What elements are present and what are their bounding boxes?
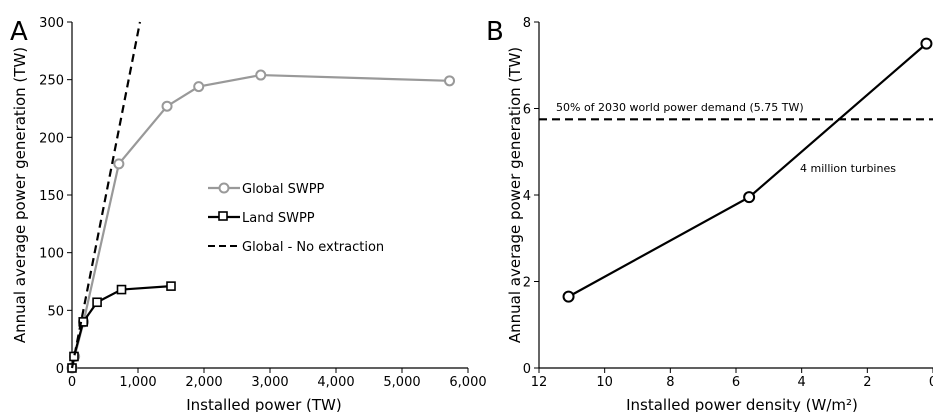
panel-a-land-swpp-point (166, 281, 176, 291)
panel-a-legend: Global SWPP Land SWPP Global - No extrac… (208, 182, 384, 255)
panel-b-series-0-point (920, 37, 933, 50)
panel-a-y-tick-label: 0 (56, 362, 64, 377)
panel-b-series-0-point (562, 290, 575, 303)
panel-a-x-label: Installed power (TW) (186, 396, 342, 412)
panel-a-land-swpp-point (78, 317, 89, 327)
panel-a-land-swpp-point (116, 284, 127, 295)
panel-a-x-tick-label: 4,000 (317, 375, 354, 390)
panel-b-x-tick-label: 12 (531, 375, 548, 390)
panel-a-x-tick-label: 1,000 (119, 375, 156, 390)
panel-b-demand-label: 50% of 2030 world power demand (5.75 TW) (556, 101, 804, 114)
panel-a-y-tick-label: 250 (39, 74, 64, 89)
legend-global-swpp-marker (218, 182, 230, 194)
panel-b-x-label: Installed power density (W/m²) (626, 396, 858, 412)
panel-b-y-tick-label: 6 (523, 103, 531, 118)
panel-a-land-swpp-point (92, 297, 102, 308)
panel-b: B 12 10 8 6 4 2 0 0 2 4 6 8 Installed power densit… (486, 16, 933, 412)
panel-b-y-tick-label: 0 (523, 362, 531, 377)
panel-a-y-tick-label: 200 (39, 131, 64, 146)
panel-a-x-tick-label: 5,000 (383, 375, 420, 390)
panel-a-y-tick-label: 50 (47, 304, 64, 319)
legend-land-swpp-label: Land SWPP (242, 211, 315, 226)
panel-b-turbines-annotation: 4 million turbines (800, 162, 896, 175)
panel-b-x-tick-label: 2 (863, 375, 871, 390)
panel-a-series (66, 21, 456, 374)
panel-a-x-ticks: 0 1,000 2,000 3,000 4,000 5,000 6,000 (68, 368, 487, 390)
panel-a-y-ticks: 0 50 100 150 200 250 300 (39, 16, 72, 377)
panel-a-y-label: Annual average power generation (TW) (11, 47, 29, 343)
panel-a-global-swpp-point (161, 100, 173, 112)
panel-b-x-tick-label: 6 (732, 375, 740, 390)
panel-a-x-tick-label: 2,000 (185, 375, 222, 390)
panel-b-x-tick-label: 0 (929, 375, 933, 390)
panel-a-y-tick-label: 300 (39, 16, 64, 31)
legend-land-swpp-marker (218, 211, 228, 221)
panel-a-global-no-extraction-line (70, 21, 142, 369)
panel-a-global-swpp-point (113, 158, 125, 170)
panel-a-y-tick-label: 150 (39, 189, 64, 204)
panel-a-land-swpp-line (70, 285, 172, 369)
panel-a-global-swpp-point (255, 69, 267, 81)
panel-b-series (562, 37, 933, 303)
panel-b-y-tick-label: 4 (523, 189, 531, 204)
panel-a-x-tick-label: 6,000 (449, 375, 486, 390)
panel-b-x-tick-label: 10 (596, 375, 613, 390)
panel-a-label: A (10, 17, 28, 47)
panel-a-y-tick-label: 100 (39, 247, 64, 262)
legend-global-swpp-label: Global SWPP (242, 182, 325, 197)
panel-b-y-tick-label: 8 (523, 16, 531, 31)
legend-no-extraction-label: Global - No extraction (242, 240, 384, 255)
panel-a-global-swpp-point (444, 75, 456, 87)
panel-b-y-ticks: 0 2 4 6 8 (523, 16, 539, 377)
panel-a-global-swpp-point (193, 81, 205, 93)
panel-a-x-tick-label: 0 (68, 375, 76, 390)
panel-a-x-tick-label: 3,000 (251, 375, 288, 390)
panel-b-label: B (486, 17, 504, 47)
panel-b-x-tick-label: 8 (666, 375, 674, 390)
panel-b-series-0-point (743, 191, 756, 204)
panel-b-y-tick-label: 2 (523, 276, 531, 291)
panel-b-x-ticks: 12 10 8 6 4 2 0 (531, 368, 933, 390)
panel-a: A 0 1,000 2,000 3,000 4,000 5,000 6,000 0 50 100… (10, 16, 487, 412)
panel-b-x-tick-label: 4 (798, 375, 806, 390)
panel-b-y-label: Annual average power generation (TW) (506, 47, 524, 343)
